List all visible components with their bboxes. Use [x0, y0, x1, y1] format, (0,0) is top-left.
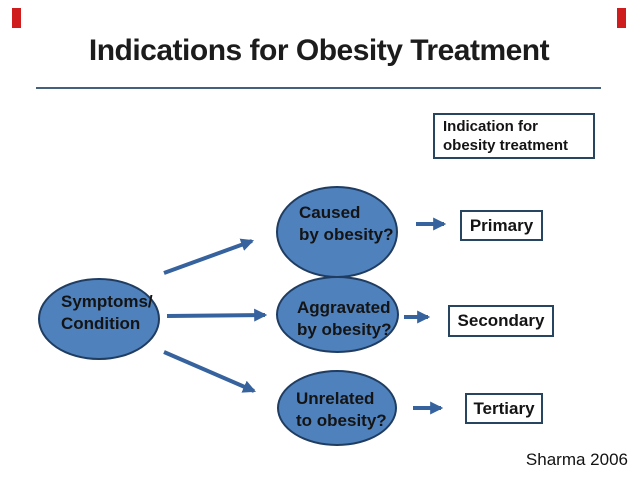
ellipse-symptoms-condition [38, 278, 160, 360]
arrow-source-to-caused [163, 238, 255, 275]
arrow-source-to-unrelated [163, 350, 256, 393]
red-corner-mark-left [12, 8, 21, 28]
aggravated-line1: Aggravated [297, 298, 391, 317]
outcome-box-primary: Primary [460, 210, 543, 241]
page-title: Indications for Obesity Treatment [88, 34, 550, 67]
aggravated-line2: by obesity? [297, 320, 392, 339]
caused-by-obesity-label: Caused by obesity? [299, 202, 393, 246]
outcome-box-tertiary: Tertiary [465, 393, 543, 424]
arrow-source-to-aggravated [166, 308, 268, 322]
ellipse-caused-by-obesity [276, 186, 398, 278]
legend-box-indication: Indication for obesity treatment [433, 113, 595, 159]
caused-line1: Caused [299, 203, 361, 222]
citation-text: Sharma 2006 [525, 450, 628, 469]
symptoms-condition-label: Symptoms/ Condition [61, 291, 153, 335]
symptoms-line2: Condition [61, 314, 141, 333]
caused-line2: by obesity? [299, 225, 394, 244]
ellipse-unrelated-to-obesity [277, 370, 397, 446]
ellipse-aggravated-by-obesity [276, 276, 399, 353]
aggravated-by-obesity-label: Aggravated by obesity? [297, 297, 391, 341]
title-underline [36, 87, 601, 89]
symptoms-line1: Symptoms/ [61, 292, 153, 311]
legend-box-line2: obesity treatment [443, 137, 569, 154]
red-corner-mark-right [617, 8, 626, 28]
unrelated-line2: to obesity? [296, 411, 387, 430]
legend-box-line1: Indication for [443, 118, 538, 135]
unrelated-to-obesity-label: Unrelated to obesity? [296, 388, 387, 432]
unrelated-line1: Unrelated [296, 389, 375, 408]
outcome-box-secondary: Secondary [448, 305, 554, 337]
